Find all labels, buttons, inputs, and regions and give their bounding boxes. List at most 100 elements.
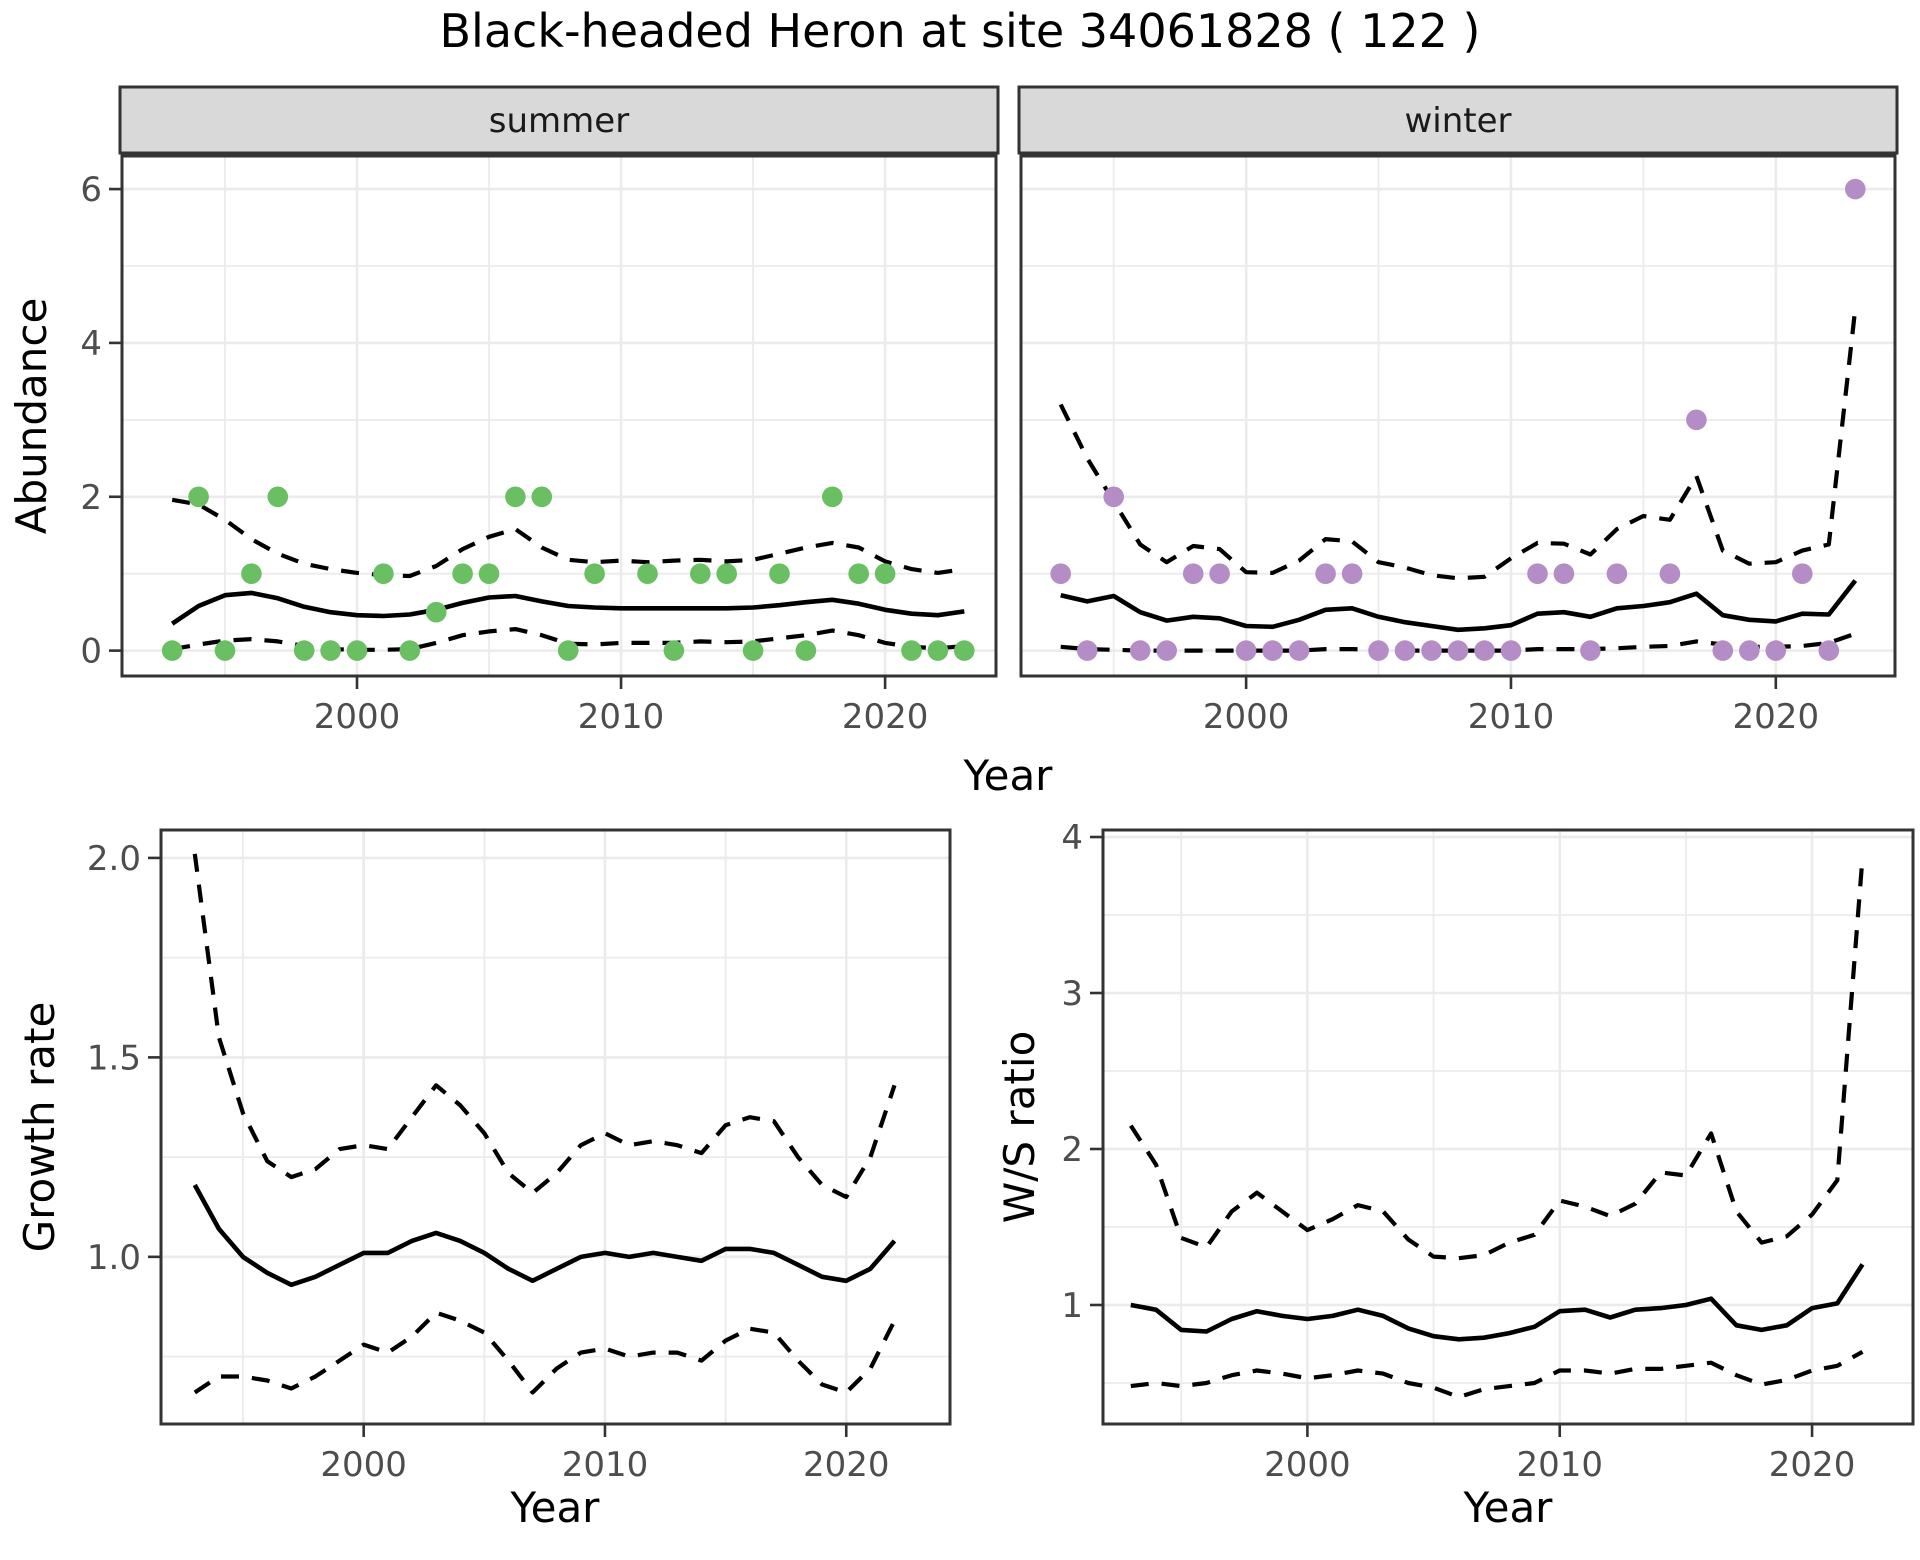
- x-tick-label: 2020: [842, 697, 929, 737]
- facet-strip-summer: [118, 85, 1000, 155]
- bottom-left-year-axis-title: Year: [510, 1483, 601, 1532]
- y-tick-label: 6: [80, 170, 102, 210]
- facet-strip-winter: [1017, 85, 1899, 155]
- summer-abundance-observation-point: [663, 640, 685, 661]
- ws-ratio-mean-line: [1130, 1263, 1865, 1342]
- winter-abundance-observation-point: [1686, 409, 1707, 431]
- facet-strip-label-winter: winter: [1404, 101, 1511, 141]
- winter-abundance-observation-point: [1394, 640, 1416, 661]
- winter-abundance-observation-point: [1474, 640, 1495, 661]
- abundance-axis-title: Abundance: [7, 298, 56, 535]
- winter-abundance-observation-point: [1739, 640, 1760, 661]
- winter-abundance-observation-point: [1845, 178, 1866, 200]
- summer-abundance-observation-point: [927, 640, 949, 661]
- summer-abundance-upper-ci-line: [171, 497, 965, 579]
- summer-abundance-mean-line: [170, 590, 965, 626]
- winter-abundance-observation-point: [1580, 640, 1601, 661]
- summer-abundance-observation-point: [346, 640, 368, 661]
- winter-abundance-observation-point: [1765, 640, 1787, 661]
- winter-abundance-observation-point: [1288, 640, 1310, 661]
- summer-abundance-observation-point: [769, 563, 790, 584]
- winter-abundance-observation-point: [1129, 640, 1151, 661]
- winter-abundance-observation-point: [1447, 640, 1469, 661]
- growth-rate-upper-ci-line: [192, 853, 897, 1200]
- winter-abundance-observation-point: [1818, 640, 1840, 661]
- summer-abundance-observation-point: [320, 640, 341, 661]
- summer-abundance-observation-point: [716, 563, 737, 584]
- summer-abundance-observation-point: [425, 601, 447, 623]
- summer-abundance-observation-point: [161, 640, 183, 661]
- winter-abundance-mean-line: [1060, 579, 1858, 633]
- summer-abundance-observation-point: [822, 486, 843, 508]
- summer-abundance-observation-point: [267, 486, 289, 508]
- y-tick-label: 1.0: [87, 1238, 141, 1278]
- summer-abundance-observation-point: [293, 640, 315, 661]
- top-year-axis-title: Year: [963, 751, 1054, 800]
- x-tick-label: 2020: [1769, 1445, 1856, 1485]
- y-tick-label: 2.0: [87, 839, 141, 879]
- figure-title: Black-headed Heron at site 34061828 ( 12…: [439, 4, 1481, 58]
- y-tick-label: 4: [80, 324, 102, 364]
- summer-abundance-observation-point: [452, 563, 473, 584]
- winter-abundance-observation-point: [1368, 640, 1389, 661]
- bottom-right-year-axis-title: Year: [1463, 1483, 1554, 1532]
- summer-abundance-observation-point: [848, 563, 869, 584]
- summer-abundance-observation-point: [874, 563, 896, 584]
- winter-abundance-observation-point: [1315, 563, 1336, 584]
- ws-ratio-lower-ci-line: [1130, 1349, 1864, 1400]
- summer-abundance-observation-point: [505, 486, 526, 508]
- x-tick-label: 2010: [578, 697, 665, 737]
- panel-summer-abundance: 2000 2010 2020 0 2 4 6 summer: [80, 85, 1000, 737]
- panel-border: [1101, 828, 1915, 1426]
- x-tick-label: 2000: [1203, 697, 1290, 737]
- summer-abundance-observation-point: [241, 563, 262, 584]
- winter-abundance-observation-point: [1341, 563, 1363, 584]
- summer-abundance-observation-point: [373, 563, 394, 584]
- summer-abundance-observation-point: [690, 563, 711, 584]
- winter-abundance-observation-point: [1209, 563, 1230, 584]
- y-tick-label: 2: [80, 478, 102, 518]
- winter-abundance-observation-point: [1182, 563, 1204, 584]
- summer-abundance-observation-point: [557, 640, 579, 661]
- x-tick-label: 2010: [1516, 1445, 1603, 1485]
- winter-abundance-observation-point: [1500, 640, 1522, 661]
- ws-ratio-axis-title: W/S ratio: [995, 1031, 1044, 1224]
- winter-abundance-observation-point: [1421, 640, 1442, 661]
- summer-abundance-observation-point: [742, 640, 764, 661]
- summer-abundance-observation-point: [531, 486, 553, 508]
- summer-abundance-observation-point: [637, 563, 658, 584]
- winter-abundance-observation-point: [1527, 563, 1548, 584]
- growth-rate-mean-line: [192, 1183, 897, 1288]
- y-tick-label: 0: [80, 632, 102, 672]
- winter-abundance-observation-point: [1103, 486, 1124, 508]
- panel-background: [122, 156, 996, 676]
- x-tick-label: 2010: [1468, 697, 1555, 737]
- summer-abundance-observation-point: [214, 640, 236, 661]
- winter-abundance-observation-point: [1262, 640, 1283, 661]
- y-tick-label: 3: [1061, 974, 1083, 1014]
- x-tick-label: 2000: [320, 1445, 407, 1485]
- winter-abundance-observation-point: [1553, 563, 1575, 584]
- y-tick-label: 1: [1061, 1286, 1083, 1326]
- panel-border: [120, 154, 998, 678]
- panel-border: [159, 828, 952, 1426]
- summer-abundance-observation-point: [188, 486, 209, 508]
- winter-abundance-observation-point: [1076, 640, 1098, 661]
- panel-ws-ratio: 2000 2010 2020 1 2 3 4: [1061, 818, 1915, 1485]
- panel-background: [161, 830, 950, 1424]
- growth-rate-axis-title: Growth rate: [15, 1002, 64, 1253]
- winter-abundance-observation-point: [1712, 640, 1734, 661]
- winter-abundance-observation-point: [1792, 563, 1813, 584]
- panel-winter-abundance: 2000 2010 2020 winter: [1017, 85, 1899, 737]
- y-tick-label: 4: [1061, 818, 1083, 858]
- winter-abundance-observation-point: [1156, 640, 1177, 661]
- x-tick-label: 2020: [803, 1445, 890, 1485]
- y-tick-label: 1.5: [87, 1038, 141, 1078]
- panel-growth-rate: 2000 2010 2020 1.0 1.5 2.0: [87, 828, 952, 1485]
- summer-abundance-observation-point: [795, 640, 817, 661]
- summer-abundance-observation-point: [901, 640, 922, 661]
- winter-abundance-upper-ci-line: [1058, 308, 1858, 581]
- summer-abundance-observation-point: [399, 640, 421, 661]
- winter-abundance-observation-point: [1050, 563, 1071, 584]
